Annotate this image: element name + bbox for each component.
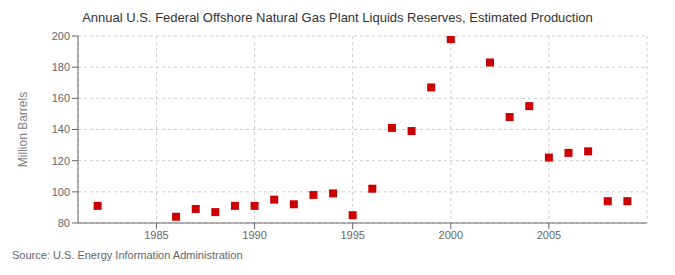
svg-text:140: 140 — [52, 123, 70, 135]
svg-text:Million Barrels: Million Barrels — [16, 92, 30, 167]
svg-text:1990: 1990 — [242, 229, 266, 241]
svg-text:1985: 1985 — [144, 229, 168, 241]
svg-text:120: 120 — [52, 155, 70, 167]
svg-text:160: 160 — [52, 92, 70, 104]
svg-text:2000: 2000 — [439, 229, 463, 241]
html-text:Source: U.S. Energy Informatio: Source: U.S. Energy Information Administ… — [12, 249, 243, 261]
svg-text:180: 180 — [52, 61, 70, 73]
html-text:Annual U.S. Federal Offshore N: Annual U.S. Federal Offshore Natural Gas… — [82, 10, 593, 25]
svg-text:200: 200 — [52, 30, 70, 42]
svg-text:80: 80 — [58, 217, 70, 229]
svg-text:100: 100 — [52, 186, 70, 198]
svg-text:2005: 2005 — [537, 229, 561, 241]
svg-text:1995: 1995 — [340, 229, 364, 241]
